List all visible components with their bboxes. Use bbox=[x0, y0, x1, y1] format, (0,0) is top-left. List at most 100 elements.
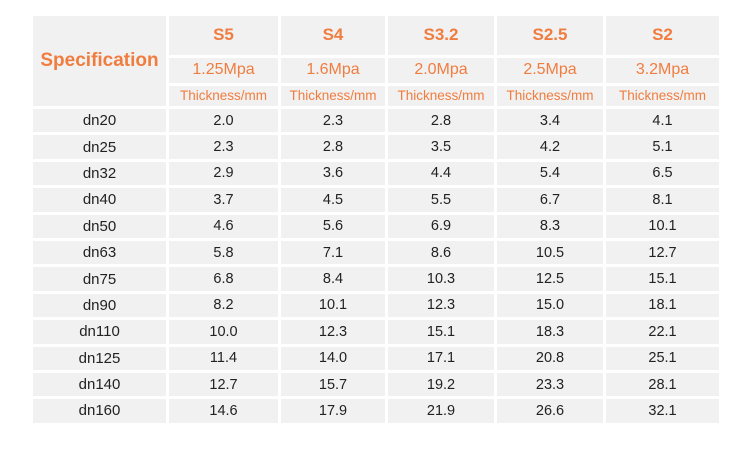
thickness-cell: 26.6 bbox=[497, 399, 603, 423]
thickness-cell: 23.3 bbox=[497, 372, 603, 397]
thickness-cell: 10.5 bbox=[497, 240, 603, 265]
unit-header: Thickness/mm bbox=[497, 85, 603, 106]
thickness-cell: 12.5 bbox=[497, 267, 603, 291]
thickness-cell: 4.4 bbox=[388, 161, 494, 186]
thickness-cell: 8.2 bbox=[169, 293, 278, 318]
thickness-cell: 12.7 bbox=[606, 240, 719, 265]
thickness-cell: 15.7 bbox=[281, 372, 385, 397]
thickness-cell: 2.8 bbox=[388, 109, 494, 133]
thickness-cell: 5.8 bbox=[169, 240, 278, 265]
thickness-cell: 2.8 bbox=[281, 135, 385, 159]
table-row: dn40 3.7 4.5 5.5 6.7 8.1 bbox=[33, 188, 719, 212]
spec-table-container: Specification S5 S4 S3.2 S2.5 S2 1.25Mpa… bbox=[32, 13, 719, 426]
thickness-cell: 8.1 bbox=[606, 188, 719, 212]
thickness-cell: 5.1 bbox=[606, 135, 719, 159]
thickness-cell: 10.1 bbox=[606, 214, 719, 238]
table-row: dn125 11.4 14.0 17.1 20.8 25.1 bbox=[33, 346, 719, 370]
table-row: dn32 2.9 3.6 4.4 5.4 6.5 bbox=[33, 161, 719, 186]
series-header: S2 bbox=[606, 16, 719, 55]
table-row: dn140 12.7 15.7 19.2 23.3 28.1 bbox=[33, 372, 719, 397]
row-spec-label: dn110 bbox=[33, 320, 166, 344]
pressure-header: 3.2Mpa bbox=[606, 57, 719, 83]
row-spec-label: dn63 bbox=[33, 240, 166, 265]
series-header: S5 bbox=[169, 16, 278, 55]
specification-header: Specification bbox=[33, 16, 166, 106]
thickness-cell: 10.3 bbox=[388, 267, 494, 291]
row-spec-label: dn40 bbox=[33, 188, 166, 212]
unit-header: Thickness/mm bbox=[606, 85, 719, 106]
thickness-cell: 15.0 bbox=[497, 293, 603, 318]
thickness-cell: 6.7 bbox=[497, 188, 603, 212]
thickness-cell: 4.6 bbox=[169, 214, 278, 238]
thickness-cell: 18.1 bbox=[606, 293, 719, 318]
thickness-cell: 21.9 bbox=[388, 399, 494, 423]
thickness-cell: 10.1 bbox=[281, 293, 385, 318]
thickness-cell: 17.9 bbox=[281, 399, 385, 423]
thickness-cell: 4.5 bbox=[281, 188, 385, 212]
row-spec-label: dn75 bbox=[33, 267, 166, 291]
series-header: S3.2 bbox=[388, 16, 494, 55]
table-row: dn20 2.0 2.3 2.8 3.4 4.1 bbox=[33, 109, 719, 133]
table-header: Specification S5 S4 S3.2 S2.5 S2 1.25Mpa… bbox=[33, 16, 719, 106]
thickness-cell: 28.1 bbox=[606, 372, 719, 397]
table-body: dn20 2.0 2.3 2.8 3.4 4.1 dn25 2.3 2.8 3.5 4.2 5.1 dn… bbox=[33, 109, 719, 423]
thickness-cell: 2.9 bbox=[169, 161, 278, 186]
table-row: dn50 4.6 5.6 6.9 8.3 10.1 bbox=[33, 214, 719, 238]
thickness-cell: 11.4 bbox=[169, 346, 278, 370]
table-row: dn90 8.2 10.1 12.3 15.0 18.1 bbox=[33, 293, 719, 318]
series-header: S4 bbox=[281, 16, 385, 55]
table-row: dn160 14.6 17.9 21.9 26.6 32.1 bbox=[33, 399, 719, 423]
unit-header: Thickness/mm bbox=[388, 85, 494, 106]
thickness-cell: 5.4 bbox=[497, 161, 603, 186]
row-spec-label: dn90 bbox=[33, 293, 166, 318]
thickness-cell: 14.6 bbox=[169, 399, 278, 423]
row-spec-label: dn50 bbox=[33, 214, 166, 238]
thickness-cell: 4.1 bbox=[606, 109, 719, 133]
table-row: dn25 2.3 2.8 3.5 4.2 5.1 bbox=[33, 135, 719, 159]
thickness-cell: 32.1 bbox=[606, 399, 719, 423]
thickness-cell: 3.7 bbox=[169, 188, 278, 212]
thickness-cell: 15.1 bbox=[606, 267, 719, 291]
thickness-cell: 6.5 bbox=[606, 161, 719, 186]
pipe-thickness-table: Specification S5 S4 S3.2 S2.5 S2 1.25Mpa… bbox=[30, 13, 722, 426]
row-spec-label: dn25 bbox=[33, 135, 166, 159]
thickness-cell: 8.6 bbox=[388, 240, 494, 265]
thickness-cell: 20.8 bbox=[497, 346, 603, 370]
thickness-cell: 6.8 bbox=[169, 267, 278, 291]
thickness-cell: 7.1 bbox=[281, 240, 385, 265]
thickness-cell: 2.0 bbox=[169, 109, 278, 133]
row-spec-label: dn32 bbox=[33, 161, 166, 186]
pressure-header: 1.25Mpa bbox=[169, 57, 278, 83]
thickness-cell: 4.2 bbox=[497, 135, 603, 159]
row-spec-label: dn140 bbox=[33, 372, 166, 397]
thickness-cell: 17.1 bbox=[388, 346, 494, 370]
thickness-cell: 2.3 bbox=[281, 109, 385, 133]
table-row: dn75 6.8 8.4 10.3 12.5 15.1 bbox=[33, 267, 719, 291]
pressure-header: 2.5Mpa bbox=[497, 57, 603, 83]
unit-header: Thickness/mm bbox=[169, 85, 278, 106]
thickness-cell: 25.1 bbox=[606, 346, 719, 370]
table-row: dn110 10.0 12.3 15.1 18.3 22.1 bbox=[33, 320, 719, 344]
row-spec-label: dn125 bbox=[33, 346, 166, 370]
thickness-cell: 8.4 bbox=[281, 267, 385, 291]
thickness-cell: 3.4 bbox=[497, 109, 603, 133]
thickness-cell: 12.3 bbox=[281, 320, 385, 344]
thickness-cell: 8.3 bbox=[497, 214, 603, 238]
thickness-cell: 6.9 bbox=[388, 214, 494, 238]
thickness-cell: 19.2 bbox=[388, 372, 494, 397]
thickness-cell: 3.5 bbox=[388, 135, 494, 159]
thickness-cell: 5.6 bbox=[281, 214, 385, 238]
table-row: dn63 5.8 7.1 8.6 10.5 12.7 bbox=[33, 240, 719, 265]
pressure-header: 1.6Mpa bbox=[281, 57, 385, 83]
thickness-cell: 12.7 bbox=[169, 372, 278, 397]
unit-header: Thickness/mm bbox=[281, 85, 385, 106]
thickness-cell: 5.5 bbox=[388, 188, 494, 212]
thickness-cell: 22.1 bbox=[606, 320, 719, 344]
thickness-cell: 3.6 bbox=[281, 161, 385, 186]
row-spec-label: dn20 bbox=[33, 109, 166, 133]
thickness-cell: 12.3 bbox=[388, 293, 494, 318]
row-spec-label: dn160 bbox=[33, 399, 166, 423]
thickness-cell: 15.1 bbox=[388, 320, 494, 344]
thickness-cell: 14.0 bbox=[281, 346, 385, 370]
series-header: S2.5 bbox=[497, 16, 603, 55]
